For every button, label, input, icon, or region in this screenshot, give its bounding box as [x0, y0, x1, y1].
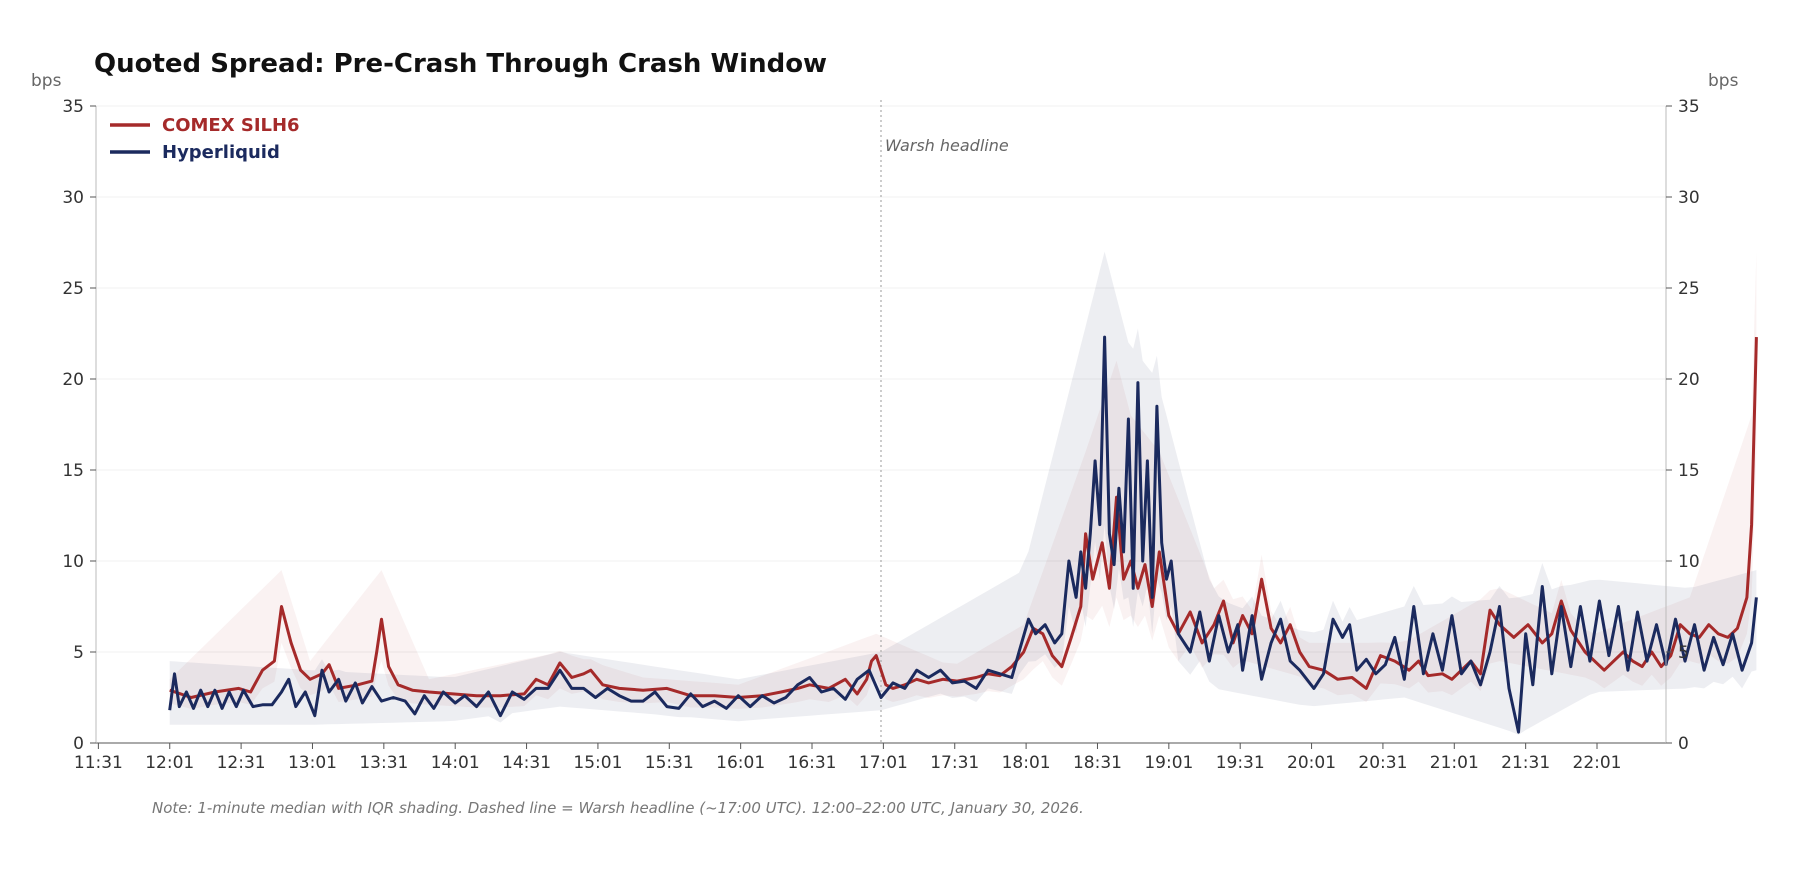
chart-title: Quoted Spread: Pre-Crash Through Crash W… [94, 49, 827, 79]
series-lines [168, 335, 1758, 734]
y-tick-label-right-15: 15 [1678, 461, 1700, 481]
y-tick-label-left-30: 30 [62, 188, 84, 208]
x-tick-label-13: 18:01 [1002, 753, 1051, 773]
x-tick-label-8: 15:31 [645, 753, 694, 773]
y-tick-label-left-35: 35 [62, 97, 84, 117]
x-tick-label-20: 21:31 [1501, 753, 1550, 773]
x-tick-label-16: 19:31 [1216, 753, 1265, 773]
y-tick-label-left-10: 10 [62, 552, 84, 572]
y-tick-label-left-0: 0 [73, 734, 84, 754]
y-tick-label-right-0: 0 [1678, 734, 1689, 754]
x-tick-label-5: 14:01 [431, 753, 480, 773]
legend-label-0: COMEX SILH6 [162, 115, 300, 136]
y-tick-label-right-30: 30 [1678, 188, 1700, 208]
chart-note: Note: 1-minute median with IQR shading. … [152, 799, 1084, 817]
annotations: Warsh headline [880, 100, 1009, 743]
y-tick-label-right-10: 10 [1678, 552, 1700, 572]
axes: 0 0 5 5 10 10 15 15 20 20 25 25 30 30 35 35 11:31 12:01 12… [62, 97, 1699, 773]
x-tick-label-11: 17:01 [859, 753, 908, 773]
x-tick-label-19: 21:01 [1430, 753, 1479, 773]
y-tick-label-left-15: 15 [62, 461, 84, 481]
x-tick-label-12: 17:31 [930, 753, 979, 773]
x-tick-label-9: 16:01 [716, 753, 765, 773]
annotation-label-0: Warsh headline [885, 136, 1009, 155]
x-tick-label-10: 16:31 [788, 753, 837, 773]
x-tick-label-6: 14:31 [502, 753, 551, 773]
iqr-bands [169, 251, 1757, 735]
y-tick-label-right-25: 25 [1678, 279, 1700, 299]
legend: COMEX SILH6 Hyperliquid [110, 115, 300, 163]
legend-label-1: Hyperliquid [162, 142, 280, 163]
x-tick-label-18: 20:31 [1358, 753, 1407, 773]
y-tick-label-right-5: 5 [1678, 643, 1689, 663]
series-line-hyperliquid [168, 335, 1758, 734]
y-axis-label-left: bps [31, 71, 62, 91]
x-tick-label-4: 13:31 [359, 753, 408, 773]
x-tick-label-0: 11:31 [74, 753, 123, 773]
y-tick-label-left-20: 20 [62, 370, 84, 390]
x-tick-label-1: 12:01 [145, 753, 194, 773]
x-tick-label-3: 13:01 [288, 753, 337, 773]
x-tick-label-2: 12:31 [217, 753, 266, 773]
x-tick-label-7: 15:01 [573, 753, 622, 773]
y-axis-label-right: bps [1708, 71, 1739, 91]
x-tick-label-17: 20:01 [1287, 753, 1336, 773]
y-tick-label-left-5: 5 [73, 643, 84, 663]
y-tick-label-right-20: 20 [1678, 370, 1700, 390]
x-tick-label-15: 19:01 [1144, 753, 1193, 773]
y-tick-label-left-25: 25 [62, 279, 84, 299]
x-tick-label-21: 22:01 [1573, 753, 1622, 773]
x-tick-label-14: 18:31 [1073, 753, 1122, 773]
y-tick-label-right-35: 35 [1678, 97, 1700, 117]
